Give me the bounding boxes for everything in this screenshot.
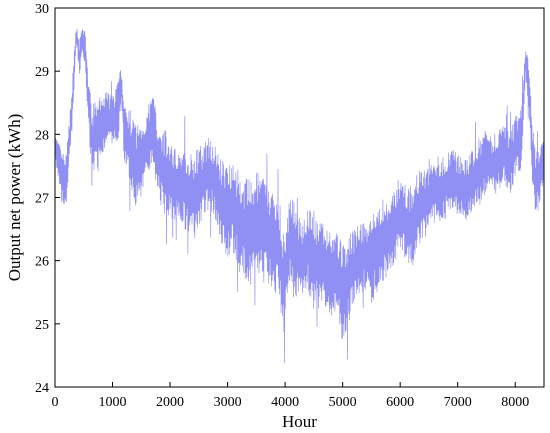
x-tick-label: 4000 (271, 395, 299, 410)
power-series-line (54, 28, 545, 363)
x-tick-label: 6000 (386, 395, 414, 410)
y-tick-label: 25 (35, 318, 49, 333)
x-tick-label: 3000 (214, 395, 242, 410)
x-axis-title: Hour (282, 412, 317, 431)
x-axis-ticks: 0 1000 2000 3000 4000 5000 6000 7000 8000 (52, 382, 529, 410)
y-tick-label: 26 (35, 255, 49, 270)
x-tick-label: 5000 (329, 395, 357, 410)
x-tick-label: 0 (52, 395, 59, 410)
y-tick-label: 27 (35, 192, 49, 207)
x-tick-label: 7000 (444, 395, 472, 410)
y-axis-ticks: 24 25 26 27 28 29 30 (35, 2, 60, 396)
x-tick-label: 2000 (156, 395, 184, 410)
y-tick-label: 28 (35, 128, 49, 143)
y-tick-label: 29 (35, 65, 49, 80)
y-tick-label: 24 (35, 381, 49, 396)
y-tick-label: 30 (35, 2, 49, 17)
x-tick-label: 1000 (99, 395, 127, 410)
x-tick-label: 8000 (501, 395, 529, 410)
y-axis-title: Output net power (kWh) (5, 114, 24, 282)
series-layer (54, 28, 545, 363)
